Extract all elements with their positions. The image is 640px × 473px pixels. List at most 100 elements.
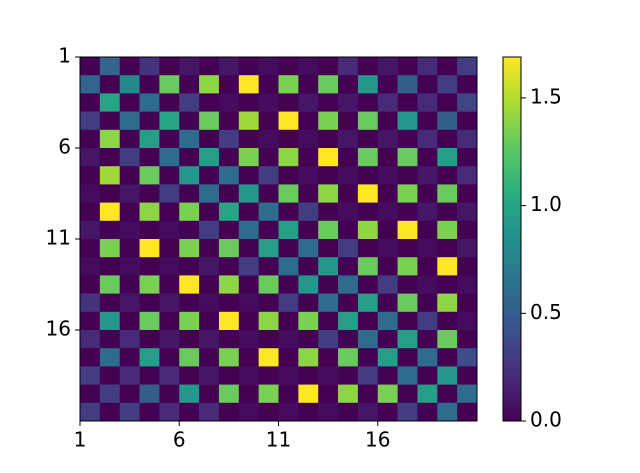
cell [278,202,299,222]
cell [278,402,299,422]
cell [417,275,438,294]
cell [179,257,200,276]
cell [318,220,339,240]
cell [377,75,398,94]
cell [99,330,120,349]
cell [377,384,398,404]
colorbar-swatch [503,87,521,91]
cell [119,293,140,313]
y-tick-label: 6 [58,135,71,159]
cell [218,129,240,149]
cell [437,293,458,313]
colorbar-swatch [503,393,521,398]
cell [397,57,418,76]
colorbar-tick-label: 1.5 [530,84,562,108]
y-tick-label: 11 [46,226,71,250]
cell [357,129,379,149]
cell [298,166,319,185]
cell [238,293,259,313]
cell [80,330,101,349]
cell [457,184,478,203]
cell [298,93,319,112]
cell [80,366,101,385]
cell [80,202,101,222]
cell [278,148,299,167]
cell [258,384,279,404]
colorbar-swatch [503,369,521,373]
colorbar-swatch [503,408,521,413]
colorbar-swatch [503,405,521,410]
colorbar-swatch [503,72,521,76]
cell [238,184,259,203]
colorbar-swatch [503,169,521,173]
colorbar-swatch [503,390,521,395]
cell [238,384,259,404]
cell [338,293,359,313]
colorbar-swatch [503,123,521,128]
cell [278,184,299,203]
cell [119,402,140,422]
colorbar-swatch [503,223,521,228]
cell [80,293,101,313]
cell [278,57,299,76]
cell [238,402,259,422]
cell [139,148,160,167]
colorbar-swatch [503,214,521,219]
cell [80,384,101,404]
colorbar-swatch [503,278,521,282]
cell [258,202,279,222]
colorbar-swatch [503,299,521,304]
colorbar-swatch [503,384,521,389]
cell [238,111,259,131]
cell [119,275,140,294]
colorbar-swatch [503,402,521,407]
colorbar-swatch [503,129,521,134]
cell [139,220,160,240]
cell [218,257,240,276]
cell [338,75,359,94]
cell [437,148,458,167]
cell [139,293,160,313]
colorbar-swatch [503,269,521,273]
cell [258,93,279,112]
cell [139,166,160,185]
cell [80,184,101,203]
colorbar-swatch [503,354,521,358]
cell [318,348,339,367]
colorbar-swatch [503,381,521,386]
cell [318,293,339,313]
cell [278,384,299,404]
cell [377,330,398,349]
cell [139,275,160,294]
colorbar-swatch [503,360,521,364]
cell [397,384,418,404]
colorbar-swatch [503,372,521,376]
cell [457,384,478,404]
colorbar-swatch [503,357,521,361]
colorbar-swatch [503,99,521,103]
cell [338,184,359,203]
colorbar-swatch [503,217,521,222]
cell [80,129,101,149]
cell [80,148,101,167]
cell [338,93,359,112]
cell [318,330,339,349]
cell [318,148,339,167]
colorbar-swatch [503,272,521,276]
cell [338,220,359,240]
cell [159,75,180,94]
cell [99,166,120,185]
cell [318,93,339,112]
cell [218,111,240,131]
cell [199,239,220,258]
cell [199,184,220,203]
colorbar-swatch [503,60,521,64]
cell [199,384,220,404]
cell [318,111,339,131]
colorbar-swatch [503,220,521,225]
colorbar-swatch [503,148,521,152]
cell [179,293,200,313]
cell [199,148,220,167]
cell [258,348,279,367]
colorbar-swatch [503,290,521,295]
